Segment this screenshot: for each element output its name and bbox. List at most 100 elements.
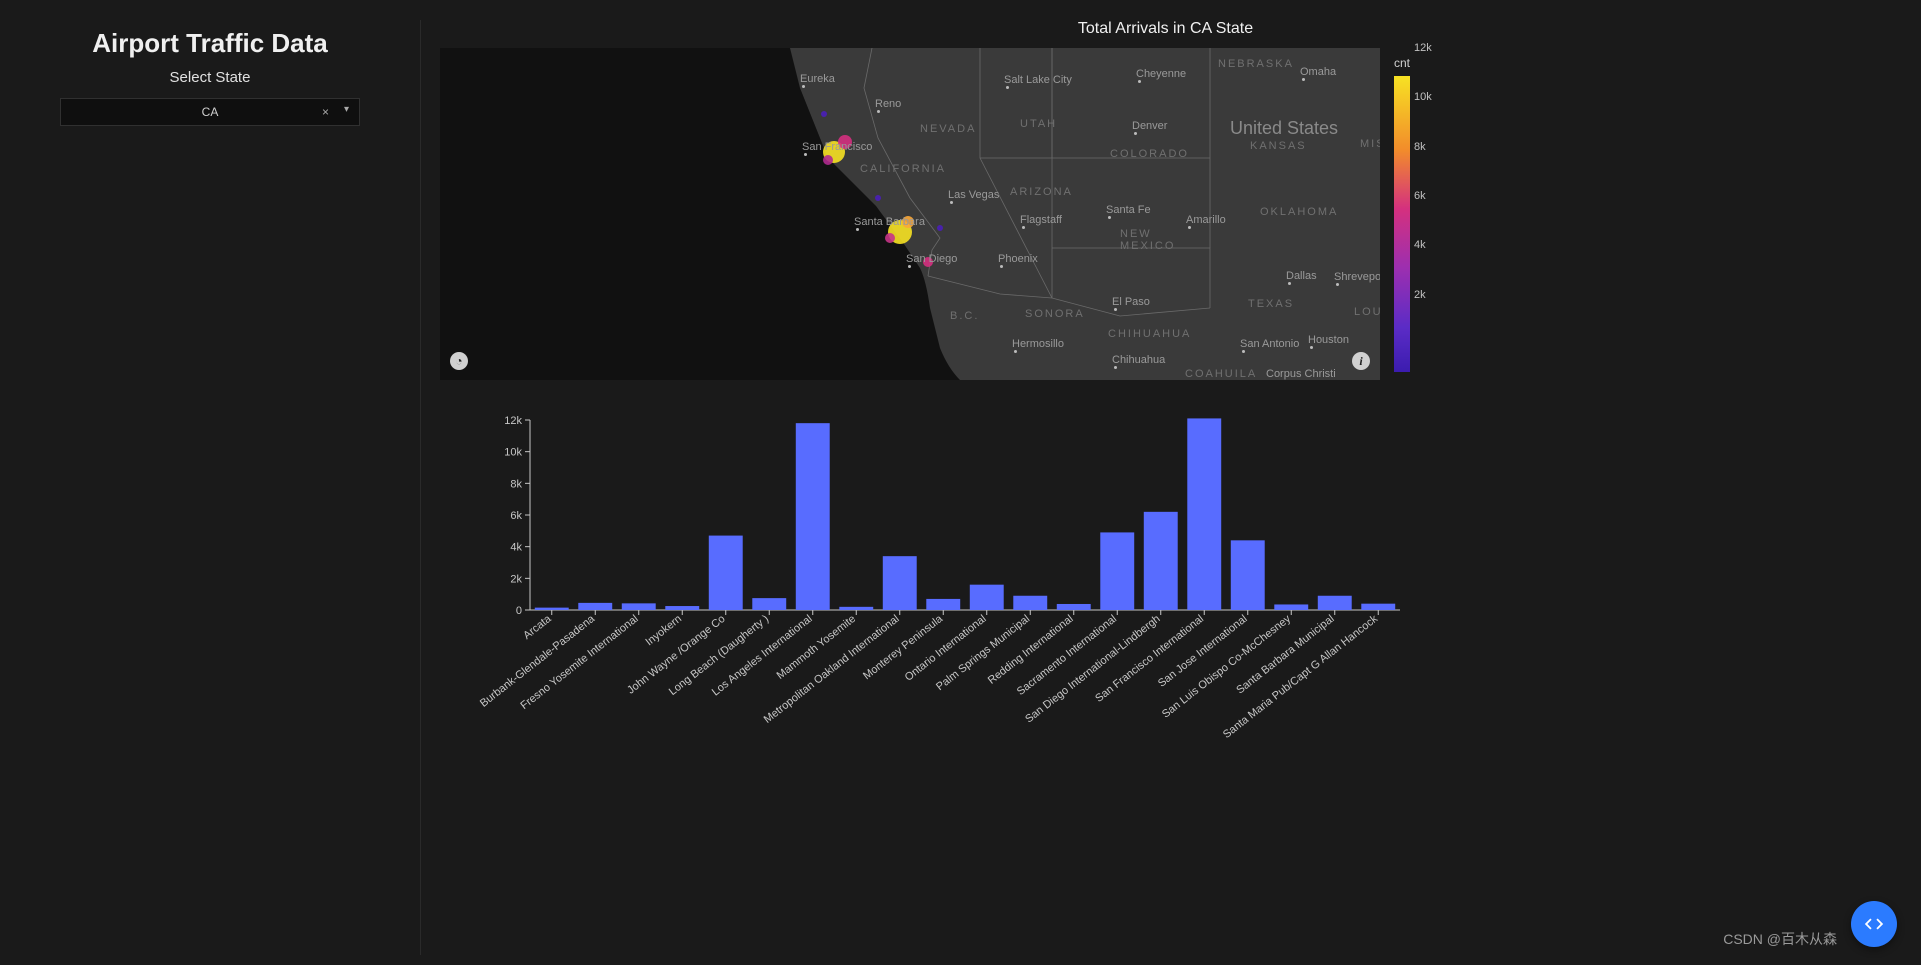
state-select-value: CA (202, 105, 219, 119)
state-select[interactable]: CA × ▾ (60, 98, 360, 126)
bar[interactable] (926, 599, 960, 610)
x-tick-label: Santa Maria Pub/Capt G Allan Hancock (1221, 613, 1381, 741)
city-label: Reno (875, 98, 901, 110)
bar[interactable] (665, 606, 699, 610)
bar[interactable] (970, 585, 1004, 610)
city-dot (802, 85, 805, 88)
map-bubble[interactable] (937, 225, 943, 231)
state-label: OKLAHOMA (1260, 206, 1338, 218)
legend-tick: 4k (1414, 239, 1426, 251)
bar[interactable] (883, 556, 917, 610)
city-dot (1188, 226, 1191, 229)
state-label: ARIZONA (1010, 186, 1073, 198)
x-tick-label: Ontario International (903, 613, 989, 684)
bar[interactable] (709, 536, 743, 610)
city-dot (1114, 366, 1117, 369)
bar[interactable] (1013, 596, 1047, 610)
state-label: NEVADA (920, 123, 976, 135)
state-label: United States (1230, 118, 1338, 139)
city-label: Salt Lake City (1004, 74, 1072, 86)
state-label: KANSAS (1250, 140, 1307, 152)
city-dot (1108, 216, 1111, 219)
city-dot (908, 265, 911, 268)
legend-tick: 10k (1414, 91, 1432, 103)
map-title: Total Arrivals in CA State (440, 20, 1891, 38)
city-label: Denver (1132, 120, 1167, 132)
city-label: Eureka (800, 73, 835, 85)
city-label: Hermosillo (1012, 338, 1064, 350)
state-select-wrap: CA × ▾ (60, 98, 360, 126)
bar[interactable] (752, 598, 786, 610)
map-bubble[interactable] (821, 111, 827, 117)
bar-chart[interactable]: 02k4k6k8k10k12kArcataBurbank-Glendale-Pa… (470, 414, 1470, 759)
code-icon (1863, 913, 1885, 935)
city-dot (1134, 132, 1137, 135)
map-bubble[interactable] (823, 155, 833, 165)
bar[interactable] (1318, 596, 1352, 610)
select-label: Select State (0, 69, 420, 86)
y-tick-label: 0 (516, 605, 522, 617)
city-dot (856, 228, 859, 231)
bar[interactable] (622, 603, 656, 610)
state-label: CALIFORNIA (860, 163, 946, 175)
x-tick-label: Arcata (521, 612, 554, 642)
legend-tick: 2k (1414, 289, 1426, 301)
bar[interactable] (535, 608, 569, 610)
state-label: NEBRASKA (1218, 58, 1294, 70)
clear-icon[interactable]: × (322, 105, 329, 119)
code-fab-button[interactable] (1851, 901, 1897, 947)
state-label: CHIHUAHUA (1108, 328, 1191, 340)
city-dot (1006, 86, 1009, 89)
bar-chart-svg: 02k4k6k8k10k12kArcataBurbank-Glendale-Pa… (470, 414, 1410, 754)
bar[interactable] (1057, 604, 1091, 610)
info-icon[interactable]: i (1352, 352, 1370, 370)
chevron-down-icon[interactable]: ▾ (344, 104, 349, 115)
state-label: SONORA (1025, 308, 1085, 320)
city-label: Las Vegas (948, 189, 999, 201)
city-dot (1138, 80, 1141, 83)
bar[interactable] (839, 607, 873, 610)
city-dot (1000, 265, 1003, 268)
legend-tick: 8k (1414, 141, 1426, 153)
bar[interactable] (796, 423, 830, 610)
legend-gradient (1394, 76, 1410, 372)
x-tick-label: Monterey Peninsula (861, 612, 946, 682)
city-label: Corpus Christi (1266, 368, 1336, 380)
bar[interactable] (1361, 604, 1395, 610)
city-label: El Paso (1112, 296, 1150, 308)
city-label: Cheyenne (1136, 68, 1186, 80)
x-tick-label: Mammoth Yosemite (775, 613, 859, 682)
city-label: Santa Barbara (854, 216, 925, 228)
y-tick-label: 6k (510, 510, 522, 522)
bar[interactable] (578, 603, 612, 610)
city-dot (1310, 346, 1313, 349)
sidebar: Airport Traffic Data Select State CA × ▾ (0, 0, 420, 965)
state-label: LOUISI (1354, 306, 1380, 318)
bar[interactable] (1100, 532, 1134, 610)
city-label: Omaha (1300, 66, 1336, 78)
page-title: Airport Traffic Data (0, 28, 420, 59)
city-label: San Diego (906, 253, 957, 265)
city-label: Shreveport (1334, 271, 1380, 283)
city-dot (1302, 78, 1305, 81)
state-label: B.C. (950, 310, 979, 322)
map-chart[interactable]: EurekaRenoSan FranciscoLas VegasSanta Ba… (440, 48, 1380, 380)
y-tick-label: 2k (510, 573, 522, 585)
state-label: TEXAS (1248, 298, 1294, 310)
state-label: COLORADO (1110, 148, 1189, 160)
city-label: San Antonio (1240, 338, 1299, 350)
legend-title: cnt (1394, 56, 1440, 70)
map-bubble[interactable] (885, 233, 895, 243)
y-tick-label: 12k (504, 415, 522, 427)
map-bubble[interactable] (875, 195, 881, 201)
x-tick-label: Inyokern (643, 613, 684, 648)
city-dot (804, 153, 807, 156)
city-label: Phoenix (998, 253, 1038, 265)
city-dot (1022, 226, 1025, 229)
bar[interactable] (1274, 604, 1308, 610)
city-label: Amarillo (1186, 214, 1226, 226)
bar[interactable] (1144, 512, 1178, 610)
plotly-logo-icon[interactable]: ◔ (450, 352, 468, 370)
bar[interactable] (1187, 418, 1221, 610)
bar[interactable] (1231, 540, 1265, 610)
